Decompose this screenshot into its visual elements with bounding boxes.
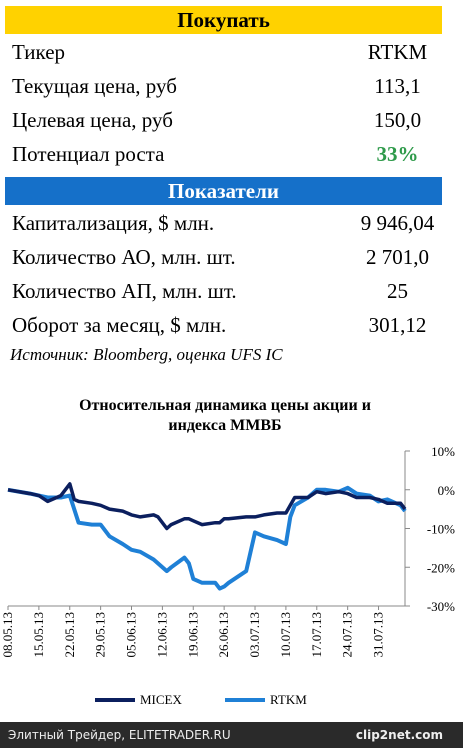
row-value: 33% xyxy=(376,142,419,166)
chart: 10% 0% -10% -20% -30% 08.05.13 15.05.13 22.05.1… xyxy=(0,444,456,707)
row-label: Количество АП, млн. шт. xyxy=(12,279,237,303)
row-label: Потенциал роста xyxy=(12,142,165,166)
row-label: Текущая цена, руб xyxy=(12,74,177,98)
row-value: 113,1 xyxy=(374,74,421,98)
x-tick-label: 22.05.13 xyxy=(62,612,77,658)
table-row: Тикер RTKM xyxy=(5,35,442,69)
row-value: RTKM xyxy=(367,40,428,64)
x-tick-label: 19.06.13 xyxy=(185,612,200,658)
y-tick-label: -10% xyxy=(427,522,455,537)
x-tick-label: 15.05.13 xyxy=(31,612,46,658)
table-row: Количество АП, млн. шт. 25 xyxy=(5,274,442,308)
row-label: Оборот за месяц, $ млн. xyxy=(12,313,227,337)
x-tick-label: 12.06.13 xyxy=(154,612,169,658)
row-value: 150,0 xyxy=(373,108,422,132)
legend-label: MICEX xyxy=(140,692,183,707)
footer: Элитный Трейдер, ELITETRADER.RU clip2net… xyxy=(0,722,463,748)
y-tick-label: -20% xyxy=(427,560,455,575)
row-value: 25 xyxy=(387,279,408,303)
footer-left: Элитный Трейдер, ELITETRADER.RU xyxy=(8,728,231,742)
row-label: Капитализация, $ млн. xyxy=(12,211,215,235)
legend-label: RTKM xyxy=(270,692,307,707)
source-note: Источник: Bloomberg, оценка UFS IC xyxy=(10,345,283,364)
x-tick-label: 10.07.13 xyxy=(278,612,293,658)
row-label: Количество АО, млн. шт. xyxy=(12,245,236,269)
x-tick-label: 03.07.13 xyxy=(247,612,262,658)
x-tick-label: 17.07.13 xyxy=(309,612,324,658)
x-tick-label: 24.07.13 xyxy=(340,612,355,658)
table-row: Потенциал роста 33% xyxy=(5,137,442,171)
x-tick-label: 31.07.13 xyxy=(371,612,386,658)
table-row: Текущая цена, руб 113,1 xyxy=(5,69,442,103)
table-row: Оборот за месяц, $ млн. 301,12 xyxy=(5,308,442,342)
row-value: 2 701,0 xyxy=(366,245,429,269)
table-row: Количество АО, млн. шт. 2 701,0 xyxy=(5,240,442,274)
footer-right: clip2net.com xyxy=(355,728,443,742)
x-tick-label: 08.05.13 xyxy=(0,612,15,658)
row-label: Тикер xyxy=(12,40,66,64)
table-row: Целевая цена, руб 150,0 xyxy=(5,103,442,137)
series-line xyxy=(7,482,407,531)
y-tick-label: -30% xyxy=(427,599,455,614)
x-tick-label: 05.06.13 xyxy=(124,612,139,658)
row-value: 301,12 xyxy=(368,313,427,337)
x-tick-label: 26.06.13 xyxy=(216,612,231,658)
indicators-header: Показатели xyxy=(5,177,442,205)
series-line xyxy=(7,485,407,591)
buy-header: Покупать xyxy=(5,6,442,34)
x-tick-label: 29.05.13 xyxy=(93,612,108,658)
y-tick-label: 10% xyxy=(431,444,455,459)
row-value: 9 946,04 xyxy=(360,211,435,235)
y-tick-label: 0% xyxy=(438,483,456,498)
row-label: Целевая цена, руб xyxy=(12,108,173,132)
chart-title: Относительная динамика цены акции и инде… xyxy=(79,397,371,434)
table-row: Капитализация, $ млн. 9 946,04 xyxy=(5,206,442,240)
